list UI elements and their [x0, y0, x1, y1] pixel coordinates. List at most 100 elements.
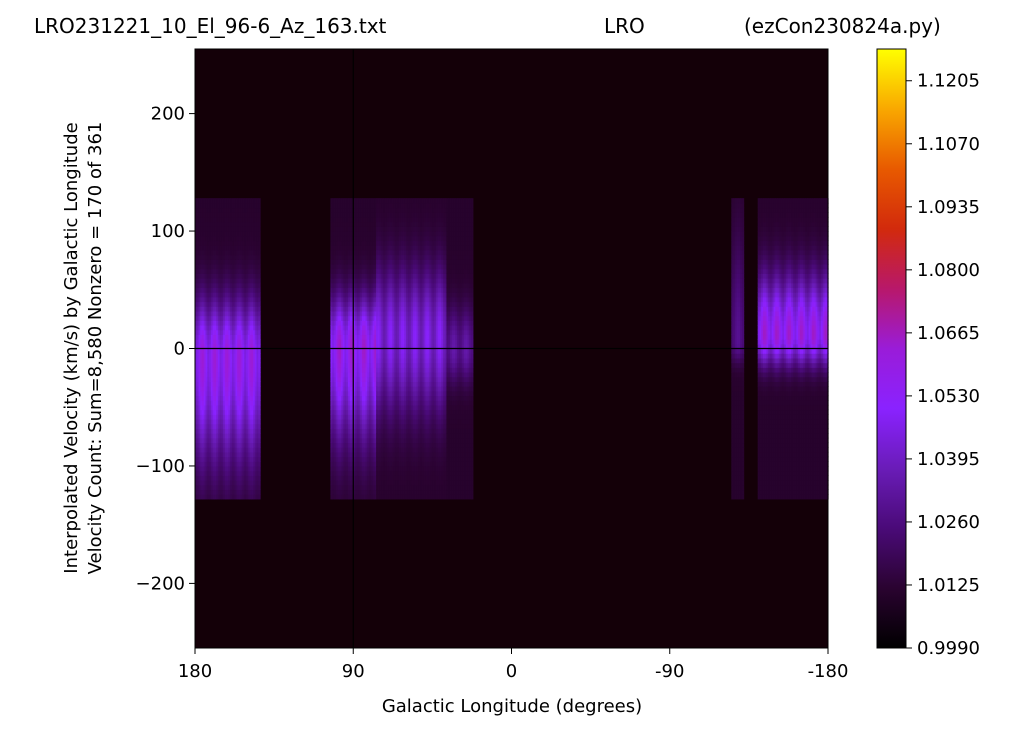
heatmap-cell [384, 367, 388, 373]
heatmap-cell [346, 367, 349, 373]
heatmap-cell [347, 390, 351, 397]
heatmap-cell [353, 310, 356, 317]
heatmap-cell [384, 249, 388, 256]
heatmap-cell [353, 376, 356, 382]
heatmap-cell [386, 235, 390, 242]
heatmap-cell [249, 456, 252, 462]
heatmap-cell [198, 249, 201, 256]
heatmap-cell [367, 357, 370, 364]
heatmap-cell [209, 428, 212, 434]
heatmap-cell [203, 198, 207, 204]
heatmap-cell [356, 461, 360, 467]
heatmap-cell [224, 489, 228, 495]
heatmap-cell [233, 470, 237, 476]
heatmap-cell [210, 329, 214, 336]
heatmap-cell [238, 348, 242, 354]
heatmap-cell [207, 292, 210, 298]
heatmap-cell [347, 353, 351, 359]
heatmap-cell [205, 433, 208, 439]
heatmap-cell [330, 315, 333, 321]
heatmap-cell [339, 470, 342, 476]
heatmap-cell [240, 231, 244, 237]
heatmap-cell [381, 409, 384, 415]
heatmap-cell [230, 451, 233, 458]
heatmap-cell [356, 207, 360, 213]
heatmap-cell [400, 216, 404, 223]
heatmap-cell [231, 362, 235, 368]
heatmap-cell [242, 423, 245, 429]
heatmap-cell [200, 249, 203, 256]
heatmap-cell [337, 418, 340, 425]
heatmap-cell [374, 287, 377, 293]
heatmap-cell [216, 216, 219, 223]
heatmap-cell [337, 235, 340, 242]
heatmap-cell [228, 348, 231, 354]
heatmap-cell [214, 212, 217, 218]
heatmap-cell [346, 418, 349, 425]
heatmap-cell [196, 423, 200, 429]
heatmap-cell [393, 437, 397, 444]
heatmap-cell [210, 334, 214, 340]
heatmap-cell [365, 362, 368, 368]
heatmap-cell [242, 465, 245, 472]
heatmap-cell [355, 400, 358, 406]
heatmap-cell [224, 343, 228, 350]
heatmap-cell [342, 367, 346, 373]
heatmap-cell [386, 390, 390, 397]
heatmap-cell [383, 334, 386, 340]
heatmap-cell [365, 287, 368, 293]
heatmap-cell [205, 348, 208, 354]
heatmap-cell [367, 207, 370, 213]
heatmap-cell [216, 423, 219, 429]
heatmap-cell [209, 226, 212, 232]
heatmap-cell [391, 376, 395, 382]
heatmap-cell [249, 409, 252, 415]
heatmap-cell [347, 216, 351, 223]
heatmap-cell [344, 461, 347, 467]
heatmap-cell [398, 475, 402, 481]
heatmap-cell [231, 315, 235, 321]
heatmap-cell [209, 362, 212, 368]
heatmap-cell [393, 306, 397, 312]
heatmap-cell [365, 249, 368, 256]
heatmap-cell [254, 371, 258, 378]
heatmap-cell [217, 442, 221, 448]
heatmap-cell [238, 221, 242, 227]
heatmap-cell [346, 353, 349, 359]
heatmap-cell [372, 381, 375, 387]
heatmap-cell [344, 357, 347, 364]
heatmap-cell [245, 428, 249, 434]
heatmap-cell [245, 235, 249, 242]
heatmap-cell [360, 461, 363, 467]
heatmap-cell [258, 329, 261, 336]
heatmap-cell [362, 202, 365, 209]
heatmap-cell [347, 315, 351, 321]
heatmap-cell [340, 470, 344, 476]
heatmap-cell [221, 400, 224, 406]
heatmap-cell [238, 353, 242, 359]
heatmap-cell [195, 367, 198, 373]
heatmap-cell [202, 334, 205, 340]
heatmap-cell [356, 310, 360, 317]
heatmap-cell [377, 198, 381, 204]
heatmap-cell [233, 278, 237, 284]
heatmap-cell [376, 259, 379, 265]
heatmap-cell [398, 202, 402, 209]
heatmap-cell [374, 437, 377, 444]
heatmap-cell [242, 442, 245, 448]
heatmap-cell [195, 442, 198, 448]
heatmap-cell [355, 292, 358, 298]
heatmap-cell [200, 268, 203, 274]
heatmap-cell [196, 212, 200, 218]
heatmap-cell [339, 461, 342, 467]
heatmap-cell [224, 254, 228, 260]
heatmap-cell [369, 278, 372, 284]
heatmap-cell [205, 278, 208, 284]
heatmap-cell [344, 320, 347, 326]
heatmap-cell [256, 433, 259, 439]
heatmap-cell [216, 465, 219, 472]
heatmap-cell [383, 390, 386, 397]
heatmap-cell [258, 216, 261, 223]
heatmap-cell [370, 381, 374, 387]
heatmap-cell [397, 456, 400, 462]
